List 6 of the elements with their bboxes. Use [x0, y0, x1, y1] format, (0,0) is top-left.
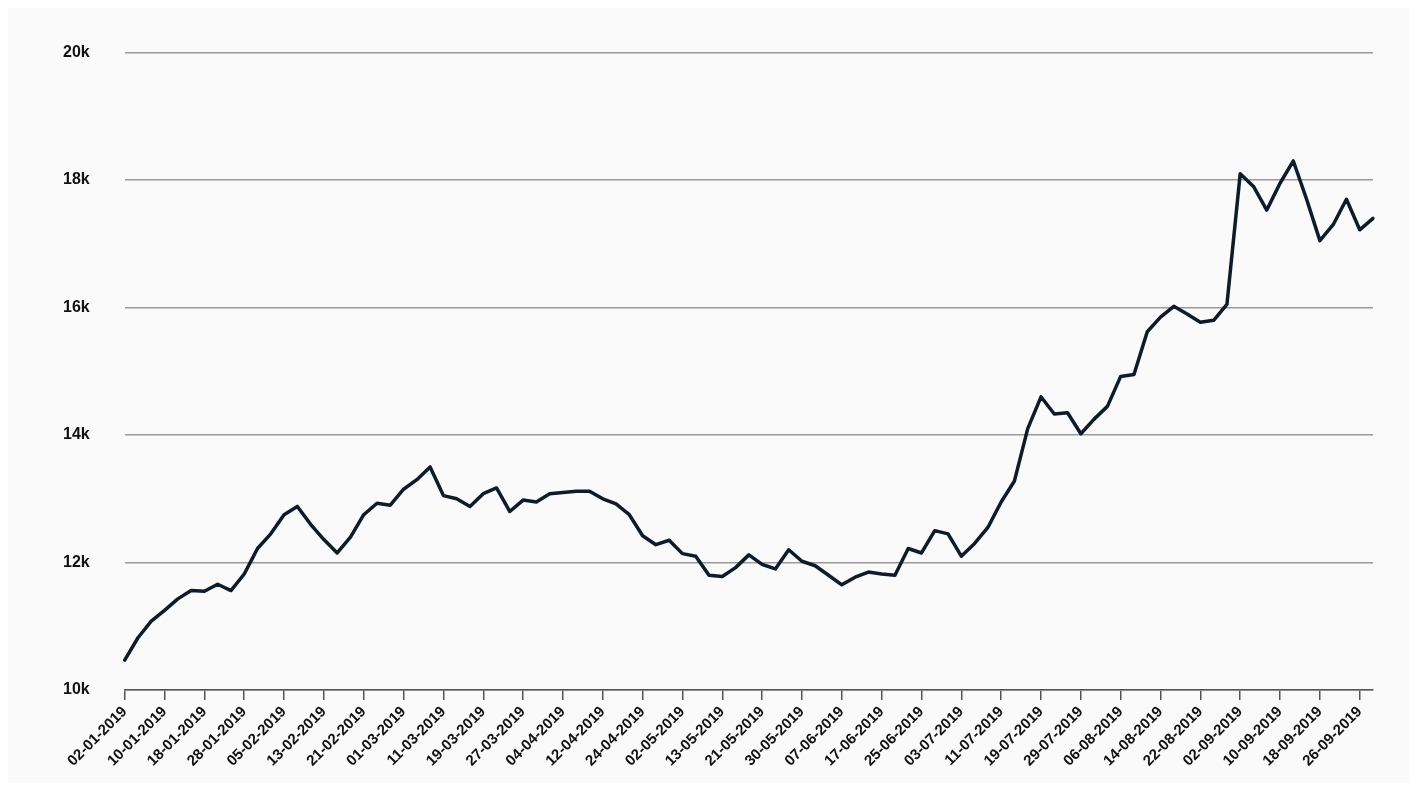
y-tick-label: 12k	[62, 552, 90, 570]
y-tick-label: 16k	[62, 297, 90, 315]
y-tick-label: 14k	[62, 425, 90, 443]
y-tick-label: 18k	[62, 170, 90, 188]
y-tick-label: 10k	[62, 680, 90, 698]
y-tick-label: 20k	[62, 43, 90, 61]
